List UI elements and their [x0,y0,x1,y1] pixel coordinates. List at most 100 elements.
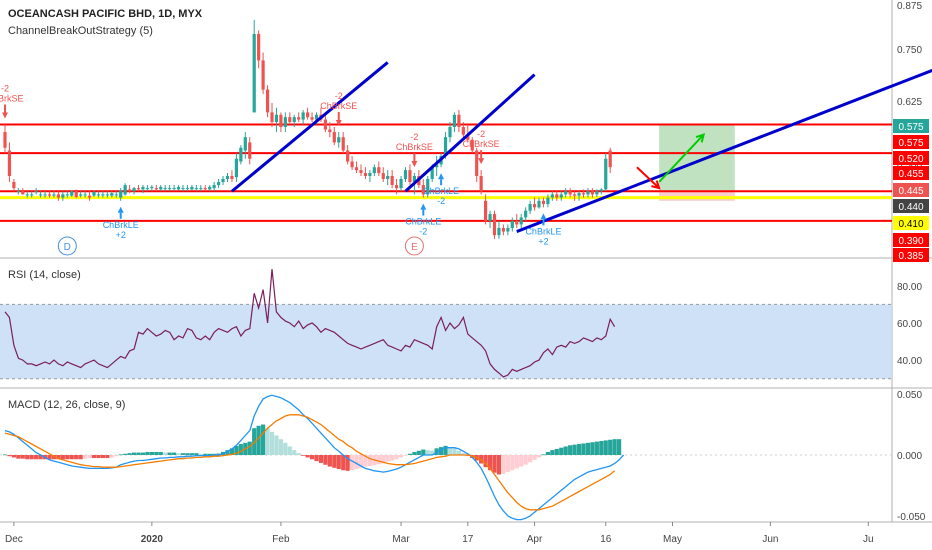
x-tick-label: 2020 [141,534,164,545]
short-signal-qty: -2 [477,129,485,139]
macd-histogram-bar [341,455,346,471]
macd-histogram-bar [496,455,502,475]
candle-body [279,114,283,128]
macd-histogram-bar [323,455,328,465]
macd-histogram-bar [185,453,190,455]
candle-body [16,191,20,193]
strategy-label[interactable]: ChannelBreakOutStrategy (5) [8,25,153,37]
macd-histogram-bar [603,440,608,455]
candle-body [261,60,265,90]
macd-histogram-bar [131,452,137,455]
macd-histogram-bar [216,453,221,455]
macd-histogram-bar [568,445,573,455]
macd-histogram-bar [563,446,568,455]
candle-body [92,191,96,196]
macd-histogram-bar [550,450,555,455]
candle-body [532,204,537,208]
macd-histogram-bar [599,440,604,455]
candle-body [608,150,612,168]
macd-histogram-bar [176,453,181,455]
macd-histogram-bar [51,455,57,460]
candle-body [524,210,528,218]
candle-body [239,147,243,162]
projection-arrow-head [695,133,706,143]
price-axis-tick-label: 0.750 [897,45,922,56]
candle-body [172,188,176,190]
pullback-arrow [636,166,660,189]
macd-histogram-bar [452,448,457,455]
rsi-axis-tick-label: 80.00 [897,282,922,293]
candle-body [555,194,559,198]
candle-body [136,188,141,190]
candle-body [412,175,416,182]
candle-body [3,132,7,148]
long-signal-arrow [540,213,547,220]
candle-body [546,197,550,205]
short-signal-arrow [2,112,8,119]
macd-label[interactable]: MACD (12, 26, close, 9) [6,399,128,411]
macd-histogram-bar [198,453,203,455]
macd-histogram-bar [65,455,70,460]
price-badge-label: 0.440 [898,202,923,213]
macd-histogram-bar [590,442,595,455]
macd-histogram-bar [617,439,622,455]
price-badge [893,199,929,213]
macd-histogram-bar [274,435,279,455]
candle-body [328,129,332,133]
macd-histogram-bar [376,455,381,465]
candle-body [145,188,149,190]
candle-body [203,188,207,190]
macd-histogram-bar [100,455,105,459]
macd-histogram-bar [83,455,88,459]
macd-histogram-bar [105,455,110,459]
macd-histogram-bar [158,451,163,455]
candle-body [470,139,474,151]
candle-body [96,194,101,196]
rsi-band [0,304,892,379]
macd-histogram-bar [350,455,355,471]
price-badge-label: 0.520 [898,154,923,165]
macd-histogram-bar [505,455,510,473]
candle-body [354,167,359,171]
pullback-arrow-head [651,180,661,190]
trendline [230,61,389,193]
candle-body [341,137,345,151]
macd-histogram-bar [180,453,186,455]
candle-body [25,194,29,196]
candle-body [110,193,114,196]
macd-histogram-bar [96,455,101,459]
macd-histogram-bar [74,455,79,460]
rsi-axis-tick-label: 40.00 [897,356,922,367]
x-tick-label: Ju [863,534,874,545]
candle-body [61,194,65,198]
candle-body [310,117,314,120]
candle-body [234,158,238,178]
candle-body [421,185,425,195]
price-badge [893,248,929,262]
rsi-label[interactable]: RSI (14, close) [6,269,83,281]
macd-histogram-bar [149,451,154,455]
candle-body [506,227,510,232]
candle-body [79,194,83,196]
candle-body [577,193,581,196]
candle-body [386,175,390,179]
short-signal-arrow [335,120,342,127]
candle-body [466,134,470,140]
event-marker-label: E [411,242,418,253]
price-axis-tick-label: 0.625 [897,97,922,108]
candle-body [568,191,572,195]
symbol-title[interactable]: OCEANCASH PACIFIC BHD, 1D, MYX [8,8,203,20]
candle-body [395,185,399,189]
candle-body [199,188,203,190]
price-badge-label: 0.445 [898,186,923,197]
candle-body [101,194,105,196]
macd-histogram-bar [269,431,275,455]
macd-histogram-bar [256,425,261,455]
macd-histogram-bar [167,452,172,455]
rsi-axis-tick-label: 60.00 [897,319,922,330]
candle-body [426,178,430,195]
macd-histogram-bar [127,453,132,455]
candle-body [510,220,514,228]
